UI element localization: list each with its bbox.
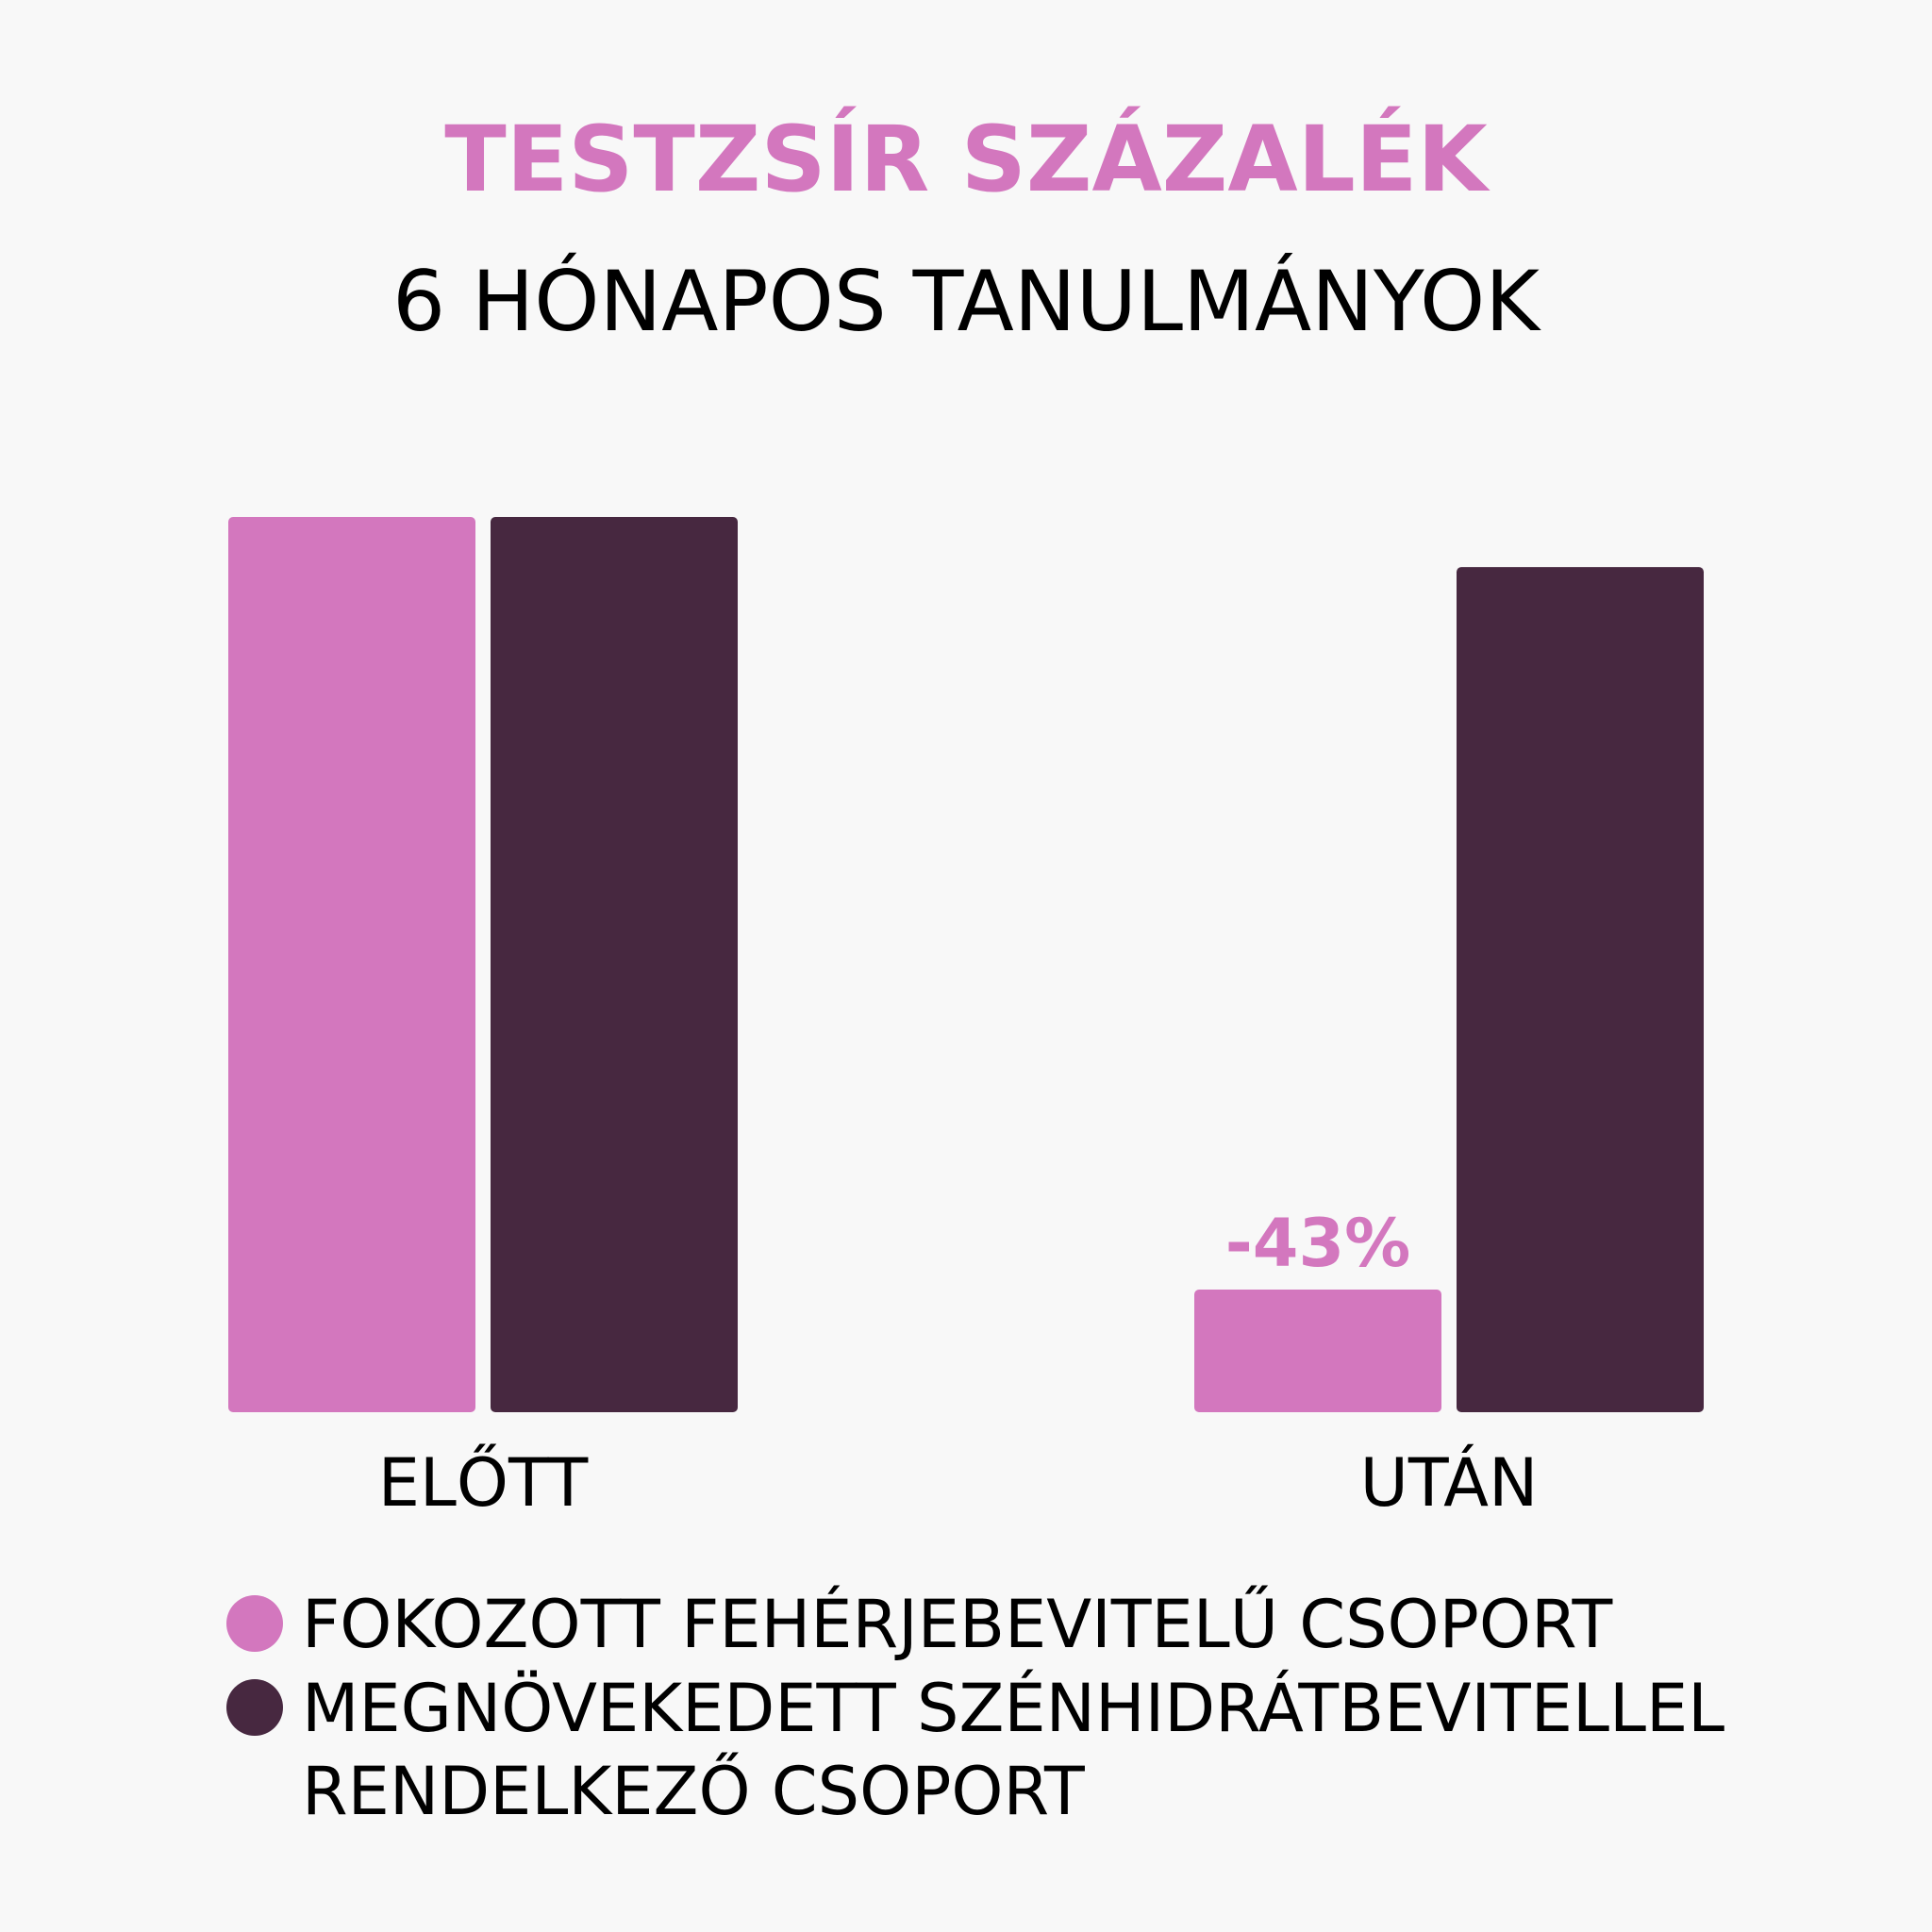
bar-2-2 — [1457, 567, 1704, 1412]
legend: FOKOZOTT FEHÉRJEBEVITELŰ CSOPORTMEGNÖVEK… — [226, 1586, 1724, 1830]
chart-subtitle: 6 HÓNAPOS TANULMÁNYOK — [392, 253, 1541, 350]
legend-label: MEGNÖVEKEDETT SZÉNHIDRÁTBEVITELLEL — [302, 1670, 1724, 1747]
category-label: ELŐTT — [378, 1444, 589, 1522]
bar-1-2 — [1194, 1289, 1441, 1412]
legend-item: FOKOZOTT FEHÉRJEBEVITELŰ CSOPORT — [226, 1586, 1613, 1663]
legend-swatch — [226, 1679, 283, 1736]
legend-label: FOKOZOTT FEHÉRJEBEVITELŰ CSOPORT — [302, 1586, 1613, 1663]
legend-item: MEGNÖVEKEDETT SZÉNHIDRÁTBEVITELLELRENDEL… — [226, 1670, 1724, 1830]
category-label: UTÁN — [1360, 1444, 1539, 1522]
bars-group — [228, 517, 1704, 1412]
bar-2-1 — [491, 517, 738, 1412]
legend-label: RENDELKEZŐ CSOPORT — [302, 1753, 1085, 1830]
labels-group: ELŐTT -43% UTÁN — [378, 1205, 1539, 1522]
data-label: -43% — [1225, 1205, 1411, 1282]
legend-swatch — [226, 1595, 283, 1652]
chart-title: TESTZSÍR SZÁZALÉK — [444, 106, 1491, 212]
bar-1-1 — [228, 517, 475, 1412]
